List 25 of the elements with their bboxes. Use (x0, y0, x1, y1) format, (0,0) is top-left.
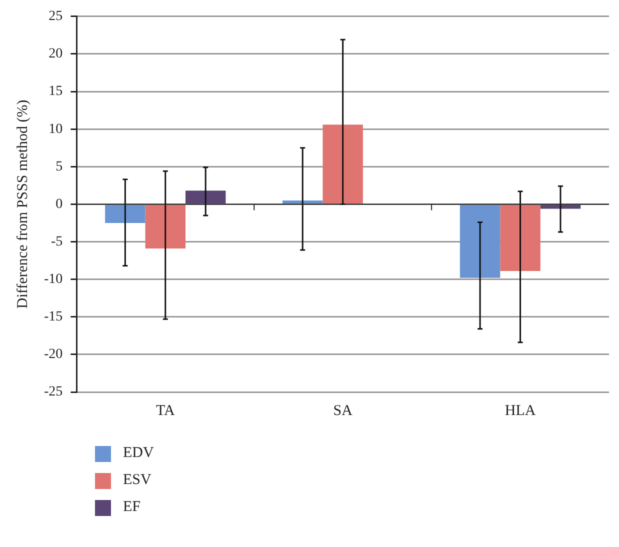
bar (322, 124, 363, 204)
y-tick-label: -20 (44, 347, 63, 362)
bar (105, 204, 146, 223)
legend-label: EDV (123, 445, 154, 462)
y-tick-label: -25 (44, 384, 63, 400)
y-tick-label: -15 (44, 310, 63, 325)
x-tick-label: SA (333, 402, 353, 419)
bar (460, 204, 500, 278)
y-tick-label: -10 (44, 272, 63, 287)
bar (185, 190, 226, 204)
y-axis-title: Difference from PSSS method (%) (14, 100, 31, 309)
bar (145, 204, 186, 249)
y-tick-label: 15 (48, 84, 63, 100)
legend-label: ESV (123, 472, 152, 489)
y-tick-label: 10 (48, 122, 63, 137)
y-tick-label: 5 (56, 159, 63, 174)
bar (500, 204, 540, 272)
x-tick-label: TA (156, 402, 175, 419)
y-tick-label: 20 (48, 46, 63, 62)
y-tick-label: -5 (50, 234, 63, 250)
bar (282, 200, 323, 204)
y-tick-label: 25 (48, 9, 63, 24)
x-tick-label: HLA (504, 402, 536, 419)
y-tick-label: 0 (56, 196, 63, 212)
legend-label: EF (123, 499, 141, 516)
